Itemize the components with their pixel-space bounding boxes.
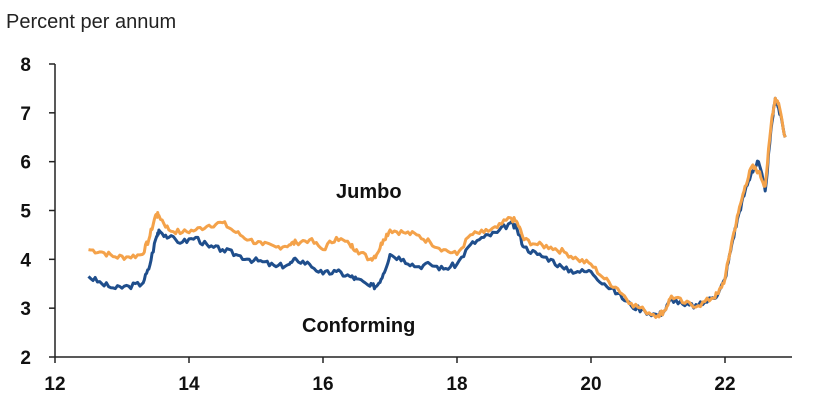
x-tick-label: 12 (44, 374, 65, 395)
y-tick-label: 8 (20, 55, 31, 76)
x-ticks: 12 14 16 18 20 22 (44, 357, 736, 395)
x-tick-label: 16 (312, 374, 333, 395)
y-axis-title: Percent per annum (6, 11, 176, 33)
y-tick-label: 2 (20, 348, 31, 369)
y-ticks: 2 3 4 5 6 7 8 (20, 55, 55, 369)
y-tick-label: 5 (20, 202, 31, 223)
x-tick-label: 14 (178, 374, 200, 395)
y-tick-label: 4 (20, 250, 31, 271)
x-tick-label: 18 (446, 374, 467, 395)
conforming-series-line (87, 96, 787, 318)
x-tick-label: 20 (580, 374, 601, 395)
jumbo-series-line (88, 96, 787, 319)
y-tick-label: 7 (20, 104, 31, 125)
x-tick-label: 22 (714, 374, 735, 395)
jumbo-annotation: Jumbo (336, 181, 402, 203)
conforming-annotation: Conforming (302, 315, 415, 337)
y-tick-label: 6 (20, 153, 31, 174)
series-layer (87, 96, 787, 319)
y-tick-label: 3 (20, 299, 31, 320)
